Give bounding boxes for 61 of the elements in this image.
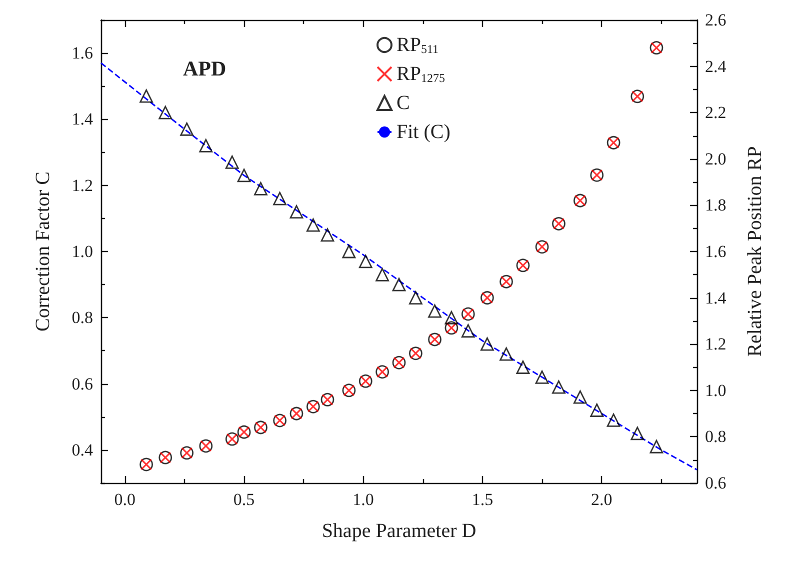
point [590, 404, 604, 417]
y2-tick-label: 2.6 [705, 10, 726, 30]
x-tick-label: 0.5 [233, 490, 255, 509]
line-series [100, 62, 698, 471]
point [225, 156, 239, 169]
point [342, 244, 356, 258]
x-tick-label: 1.5 [472, 490, 494, 509]
y2-tick-label: 2.4 [705, 56, 727, 76]
point [358, 254, 372, 268]
point [306, 218, 320, 232]
point [535, 370, 549, 384]
y2-tick-label: 0.8 [705, 427, 726, 446]
point [630, 426, 644, 440]
y-axis-title: Correction Factor C [32, 172, 54, 332]
point [516, 360, 530, 374]
point [180, 122, 194, 136]
point [140, 89, 153, 103]
point [650, 440, 664, 454]
y2-tick-label: 2.0 [705, 149, 726, 168]
x-tick-label: 2.0 [591, 490, 612, 509]
y2-tick-label: 1.8 [705, 196, 726, 215]
point [480, 337, 494, 351]
y-tick-label: 0.8 [72, 308, 93, 328]
y2-tick-label: 1.6 [705, 242, 726, 261]
y-tick-label: 1.2 [72, 176, 93, 195]
point [408, 291, 422, 304]
point [158, 106, 172, 120]
point [573, 390, 587, 404]
y-tick-label: 0.6 [72, 374, 93, 394]
point [254, 182, 268, 196]
y-tick-label: 1.6 [72, 44, 93, 63]
point [320, 228, 334, 242]
y-tick-label: 1.0 [72, 242, 93, 261]
y-tick-label: 1.4 [72, 110, 94, 129]
point [199, 138, 213, 152]
y2-tick-label: 2.2 [705, 103, 726, 122]
point [392, 278, 406, 292]
point [444, 310, 458, 324]
point [237, 168, 251, 182]
point [273, 192, 286, 206]
y2-tick-label: 1.0 [705, 380, 726, 400]
y2-axis-title: Relative Peak Position RP [744, 146, 766, 357]
annotation: APD [183, 56, 226, 80]
y-tick-label: 0.4 [72, 440, 94, 460]
x-tick-label: 0.0 [114, 490, 136, 509]
legend-label: C [396, 92, 410, 114]
x-axis-title: Shape Parameter D [322, 520, 476, 542]
legend-label: RP1275 [396, 63, 445, 85]
y2-tick-label: 1.4 [705, 288, 727, 308]
legend-label: Fit (C) [396, 121, 450, 143]
point [461, 324, 475, 338]
point [552, 380, 566, 394]
y2-tick-label: 1.2 [705, 334, 726, 354]
point [500, 347, 513, 361]
point [606, 413, 620, 427]
y2-tick-label: 0.6 [705, 474, 726, 492]
point [428, 304, 442, 318]
point [376, 268, 390, 282]
legend-label: RP511 [396, 34, 439, 56]
point [290, 205, 304, 219]
x-tick-label: 1.0 [352, 490, 374, 509]
